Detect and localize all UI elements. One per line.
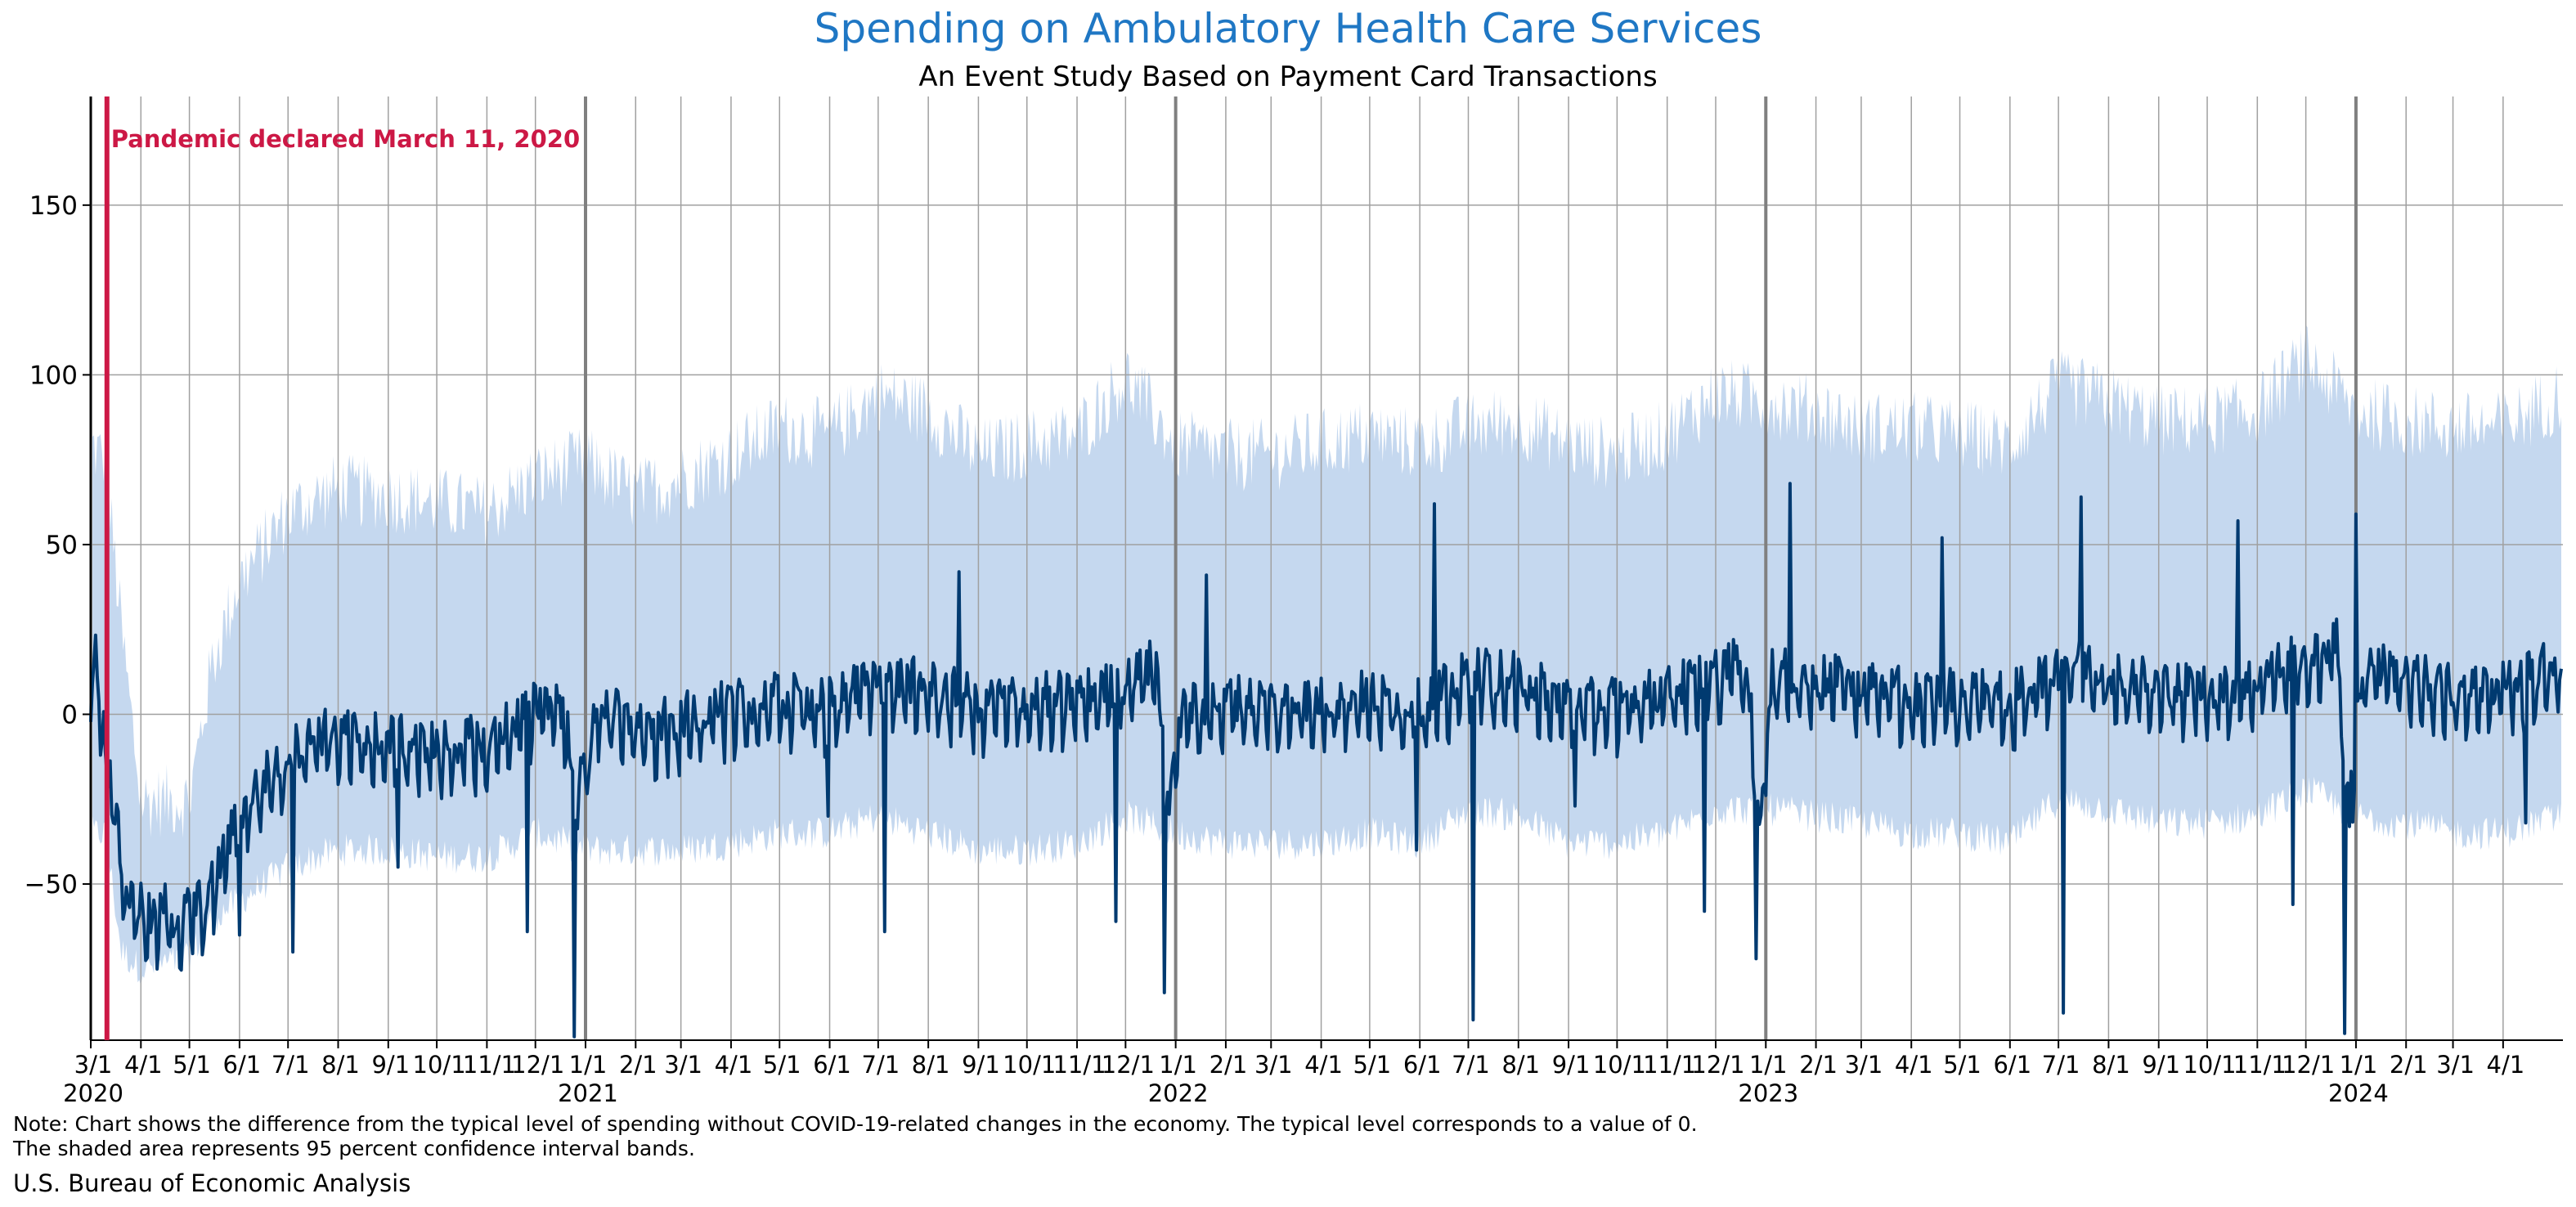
x-year-label: 2023 bbox=[1738, 1079, 1798, 1107]
x-tick-label: 2/1 bbox=[1799, 1051, 1838, 1079]
x-tick-label: 10/1 bbox=[413, 1051, 466, 1079]
x-tick-label: 12/1 bbox=[2282, 1051, 2335, 1079]
x-tick-label: 11/1 bbox=[1643, 1051, 1696, 1079]
x-tick-label: 12/1 bbox=[1102, 1051, 1155, 1079]
chart-subtitle: An Event Study Based on Payment Card Tra… bbox=[918, 61, 1658, 93]
x-tick-label: 2/1 bbox=[1209, 1051, 1248, 1079]
x-tick-label: 8/1 bbox=[321, 1051, 360, 1079]
x-year-label: 2024 bbox=[2328, 1079, 2389, 1107]
x-tick-label: 4/1 bbox=[1304, 1051, 1343, 1079]
x-tick-label: 3/1 bbox=[1845, 1051, 1883, 1079]
x-tick-label: 12/1 bbox=[511, 1051, 564, 1079]
annotation-layer: Pandemic declared March 11, 2020 bbox=[104, 96, 580, 1040]
x-tick-label: 12/1 bbox=[1691, 1051, 1744, 1079]
x-tick-label: 5/1 bbox=[1943, 1051, 1981, 1079]
x-tick-label: 6/1 bbox=[813, 1051, 851, 1079]
x-year-label: 2022 bbox=[1148, 1079, 1209, 1107]
x-tick-label: 4/1 bbox=[1895, 1051, 1933, 1079]
x-tick-label: 9/1 bbox=[962, 1051, 1000, 1079]
x-tick-label: 6/1 bbox=[223, 1051, 262, 1079]
x-tick-label: 3/1 bbox=[74, 1051, 113, 1079]
x-tick-label: 8/1 bbox=[2092, 1051, 2130, 1079]
x-tick-label: 10/1 bbox=[2183, 1051, 2236, 1079]
x-tick-label: 1/1 bbox=[1159, 1051, 1197, 1079]
confidence-band bbox=[91, 325, 2561, 986]
x-tick-label: 1/1 bbox=[1749, 1051, 1788, 1079]
chart-title: Spending on Ambulatory Health Care Servi… bbox=[814, 5, 1762, 52]
y-tick-label: 150 bbox=[29, 191, 78, 221]
y-tick-label: 100 bbox=[29, 361, 78, 390]
x-tick-label: 7/1 bbox=[1452, 1051, 1490, 1079]
x-tick-label: 7/1 bbox=[2042, 1051, 2080, 1079]
estimate-line bbox=[89, 482, 2563, 1039]
x-year-label: 2021 bbox=[558, 1079, 618, 1107]
x-tick-label: 9/1 bbox=[1552, 1051, 1591, 1079]
y-tick-label: 50 bbox=[46, 531, 78, 560]
y-tick-label: 0 bbox=[61, 700, 78, 729]
x-tick-label: 2/1 bbox=[2390, 1051, 2428, 1079]
x-tick-label: 9/1 bbox=[371, 1051, 410, 1079]
axes bbox=[90, 96, 2563, 1041]
y-tick-label: −50 bbox=[25, 870, 78, 900]
x-tick-label: 2/1 bbox=[619, 1051, 657, 1079]
chart-note: Note: Chart shows the difference from th… bbox=[13, 1112, 1698, 1136]
x-tick-label: 3/1 bbox=[2436, 1051, 2475, 1079]
x-tick-label: 4/1 bbox=[715, 1051, 753, 1079]
x-year-label: 2020 bbox=[63, 1079, 123, 1107]
x-tick-label: 7/1 bbox=[862, 1051, 900, 1079]
x-tick-label: 5/1 bbox=[763, 1051, 801, 1079]
x-tick-label: 8/1 bbox=[1501, 1051, 1540, 1079]
x-tick-label: 8/1 bbox=[912, 1051, 950, 1079]
x-tick-label: 1/1 bbox=[2340, 1051, 2378, 1079]
estimate-line-layer bbox=[89, 482, 2563, 1039]
x-tick-label: 5/1 bbox=[1353, 1051, 1392, 1079]
x-tick-label: 10/1 bbox=[1003, 1051, 1056, 1079]
x-tick-label: 4/1 bbox=[2487, 1051, 2525, 1079]
x-tick-label: 4/1 bbox=[124, 1051, 163, 1079]
confidence-band-layer bbox=[91, 325, 2561, 986]
x-tick-label: 6/1 bbox=[1993, 1051, 2031, 1079]
x-tick-label: 1/1 bbox=[569, 1051, 608, 1079]
x-tick-label: 9/1 bbox=[2142, 1051, 2180, 1079]
chart-note-2: The shaded area represents 95 percent co… bbox=[13, 1137, 695, 1160]
x-tick-label: 11/1 bbox=[463, 1051, 516, 1079]
x-tick-label: 7/1 bbox=[272, 1051, 310, 1079]
x-tick-label: 3/1 bbox=[1254, 1051, 1293, 1079]
x-tick-label: 5/1 bbox=[173, 1051, 211, 1079]
pandemic-event-label: Pandemic declared March 11, 2020 bbox=[111, 125, 580, 153]
source-credit: U.S. Bureau of Economic Analysis bbox=[13, 1169, 411, 1197]
x-tick-label: 10/1 bbox=[1593, 1051, 1646, 1079]
x-tick-label: 6/1 bbox=[1403, 1051, 1442, 1079]
x-tick-label: 11/1 bbox=[1052, 1051, 1106, 1079]
x-tick-label: 11/1 bbox=[2233, 1051, 2287, 1079]
x-tick-label: 3/1 bbox=[664, 1051, 702, 1079]
